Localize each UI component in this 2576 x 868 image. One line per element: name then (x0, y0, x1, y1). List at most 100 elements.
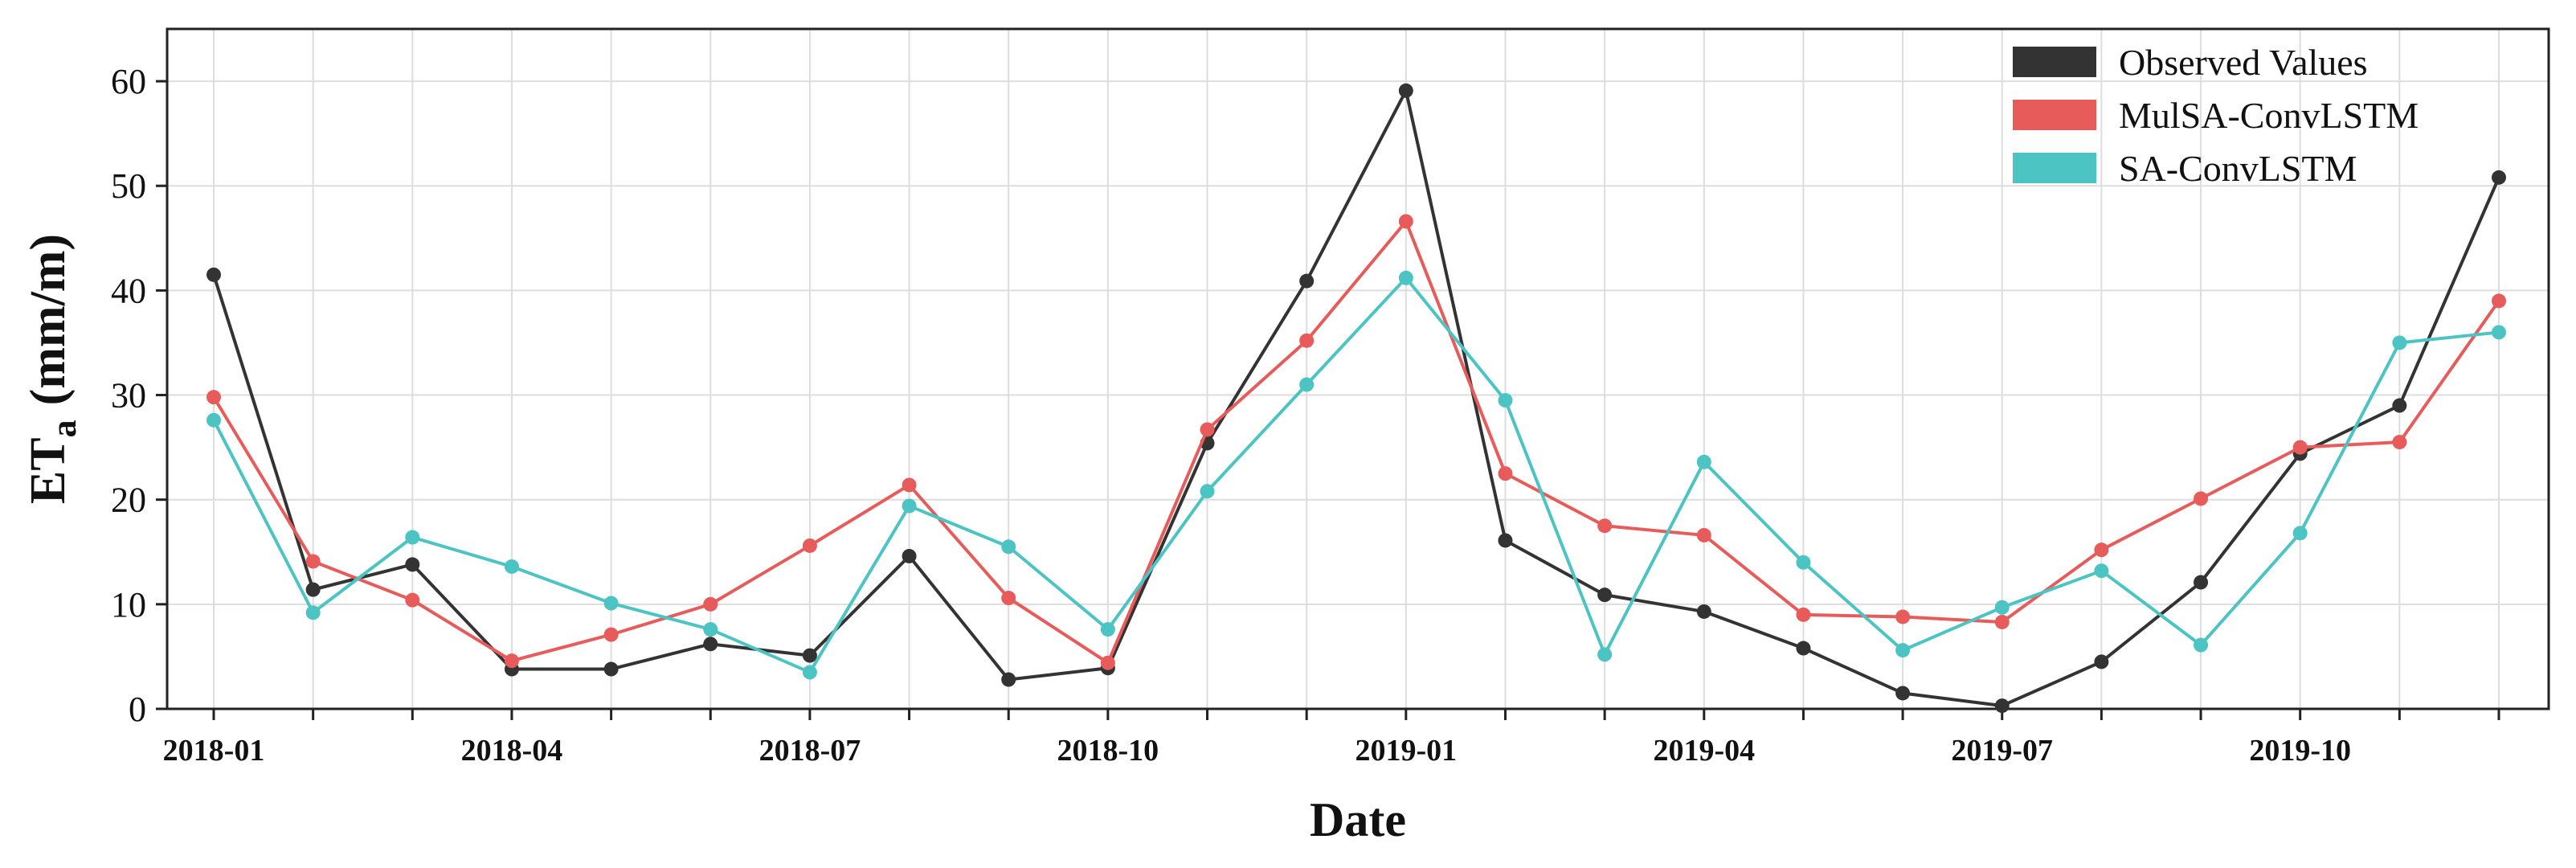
x-tick-label: 2019-01 (1355, 734, 1457, 768)
data-point (1994, 600, 2010, 615)
data-point (1696, 604, 1711, 619)
data-point (2094, 654, 2109, 669)
data-point (2392, 435, 2407, 450)
legend-swatch (2013, 47, 2096, 77)
y-tick-label: 30 (111, 376, 146, 416)
data-point (1001, 539, 1016, 555)
data-point (802, 538, 817, 553)
data-point (1498, 393, 1513, 408)
legend-label: SA-ConvLSTM (2119, 148, 2357, 189)
data-point (1498, 533, 1513, 548)
data-point (206, 390, 221, 405)
y-axis-title-units: (mm/m) (21, 234, 76, 405)
data-point (1200, 422, 1215, 437)
data-point (1100, 655, 1115, 670)
data-point (2492, 170, 2506, 185)
data-point (1796, 607, 1811, 622)
data-point (2392, 335, 2407, 350)
data-point (1001, 591, 1016, 606)
data-point (1498, 466, 1513, 481)
series-line (212, 219, 2500, 665)
data-point (1597, 588, 1613, 603)
y-tick-label: 60 (111, 62, 146, 101)
data-point (1001, 672, 1016, 687)
data-point (603, 627, 619, 642)
x-tick-label: 2019-10 (2249, 734, 2351, 768)
data-point (305, 554, 321, 569)
data-point (2094, 542, 2109, 558)
data-point (504, 559, 519, 574)
data-point (1994, 614, 2010, 629)
data-point (1398, 83, 1413, 98)
data-point (603, 596, 619, 611)
data-point (206, 267, 221, 282)
data-point (2292, 440, 2308, 455)
series-sa-convlstm (206, 270, 2506, 680)
y-axis-title-sub: a (44, 420, 84, 437)
data-point (1299, 333, 1315, 348)
data-point (2194, 491, 2209, 506)
data-point (305, 605, 321, 620)
data-point (405, 530, 420, 545)
series-line (212, 88, 2500, 708)
y-axis-title-main: ET (21, 437, 76, 504)
data-point (2194, 575, 2209, 590)
x-tick-label: 2018-10 (1057, 734, 1159, 768)
data-point (1696, 454, 1711, 469)
x-tick-label: 2019-07 (1951, 734, 2053, 768)
data-point (405, 557, 420, 572)
data-point (1895, 686, 1911, 701)
y-axis: 0 10 20 30 40 50 60 (111, 62, 167, 729)
series-mulsa-convlstm (206, 214, 2506, 670)
legend-label: Observed Values (2119, 42, 2368, 83)
data-point (1299, 273, 1315, 289)
svg-text:ETa(mm/m): ETa (mm/m) (21, 234, 84, 504)
data-point (206, 412, 221, 428)
data-point (1398, 270, 1413, 285)
data-point (2492, 293, 2506, 309)
x-tick-label: 2019-04 (1653, 734, 1755, 768)
plot-frame (166, 27, 2550, 710)
data-point (1994, 698, 2010, 714)
data-point (1200, 484, 1215, 499)
data-point (2094, 563, 2109, 579)
data-point (2292, 526, 2308, 541)
data-point (902, 498, 917, 514)
y-tick-label: 50 (111, 166, 146, 206)
data-point (1895, 609, 1911, 624)
data-point (1299, 377, 1315, 392)
legend-swatch (2013, 100, 2096, 130)
data-point (1597, 518, 1613, 534)
data-point (902, 548, 917, 563)
data-point (802, 648, 817, 663)
series-layer (206, 83, 2506, 714)
data-point (703, 637, 718, 652)
data-point (504, 653, 519, 669)
data-point (703, 596, 718, 612)
x-axis-title: Date (1310, 793, 1406, 846)
data-point (1895, 643, 1911, 658)
legend-label: MulSA-ConvLSTM (2119, 95, 2419, 136)
x-axis: 2018-01 2018-04 2018-07 2018-10 2019-01 2019-… (163, 709, 2500, 768)
data-point (305, 582, 321, 597)
data-point (1597, 647, 1613, 662)
y-tick-label: 20 (111, 481, 146, 520)
data-point (802, 665, 817, 680)
y-tick-label: 0 (129, 690, 146, 729)
y-axis-title: ETa (mm/m) (21, 234, 84, 504)
legend: Observed Values MulSA-ConvLSTM SA-ConvLSTM (2013, 42, 2419, 189)
data-point (902, 477, 917, 493)
data-point (1796, 555, 1811, 570)
x-tick-label: 2018-01 (163, 734, 265, 768)
data-point (2194, 637, 2209, 653)
data-point (1796, 641, 1811, 656)
data-point (1696, 527, 1711, 542)
data-point (2492, 325, 2506, 340)
x-tick-label: 2018-07 (759, 734, 861, 768)
y-tick-label: 10 (111, 585, 146, 624)
data-point (1398, 214, 1413, 229)
data-point (603, 661, 619, 677)
series-line (212, 276, 2500, 674)
y-tick-label: 40 (111, 271, 146, 310)
